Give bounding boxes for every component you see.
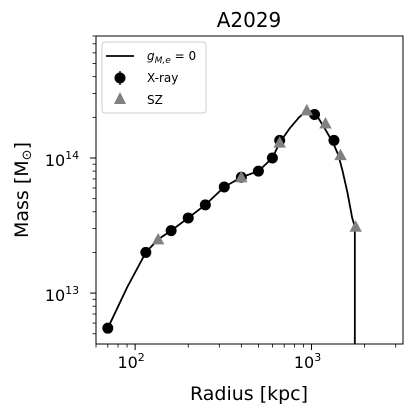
sz-point [334,148,347,161]
x-tick-label-base: 10 [294,353,314,372]
x-tick-label: 102 [117,351,144,372]
xray-point [199,199,211,211]
y-axis-label: Mass [M⊙] [11,142,35,238]
y-tick-label-base: 10 [45,151,65,170]
y-tick-label: 1013 [45,284,79,305]
legend-box [101,41,207,114]
sz-point [151,232,165,245]
plot-frame [95,35,404,345]
xray-point [165,225,177,237]
legend-label-model-main: g [147,49,155,63]
xray-point [218,181,230,193]
series-lines [106,109,356,344]
y-axis-label-symbol: ⊙ [20,149,35,160]
xray-point [266,152,278,164]
xray-point [182,212,194,224]
chart-title: A2029 [217,8,282,32]
x-tick-label-base: 10 [117,353,137,372]
y-tick-label-exp: 14 [65,149,79,162]
legend-label-model: gM,e = 0 [147,49,196,66]
sz-point [273,136,286,148]
legend-label-model-sub: M,e [155,56,172,66]
legend-label-model-rest: = 0 [171,49,196,63]
y-tick-label-base: 10 [45,286,65,305]
xray-point [309,108,321,120]
y-axis-label-close: ] [11,142,33,149]
legend-sz-marker [114,92,126,104]
sz-point [300,103,313,116]
sz-point [235,170,248,183]
x-axis-label: Radius [kpc] [190,383,308,405]
sz-point [319,117,332,129]
sz-point [349,220,362,232]
series-markers [102,103,362,334]
legend-label-sz: SZ [147,93,163,107]
series-line-model [106,109,356,344]
legend: gM,e = 0 X-ray SZ [101,41,207,114]
xray-point [140,246,152,258]
y-axis-label-text: Mass [M [11,160,33,238]
y-tick-label: 1014 [45,149,79,170]
plot-area [95,35,404,345]
x-axis-ticks: 102 103 [95,344,397,372]
x-tick-label-exp: 3 [314,351,321,364]
xray-point [252,165,264,177]
y-tick-label-exp: 13 [65,284,79,297]
x-tick-label-exp: 2 [138,351,145,364]
legend-label-xray: X-ray [147,71,178,85]
xray-point [328,134,340,146]
xray-point [102,322,114,334]
x-tick-label: 103 [294,351,321,372]
